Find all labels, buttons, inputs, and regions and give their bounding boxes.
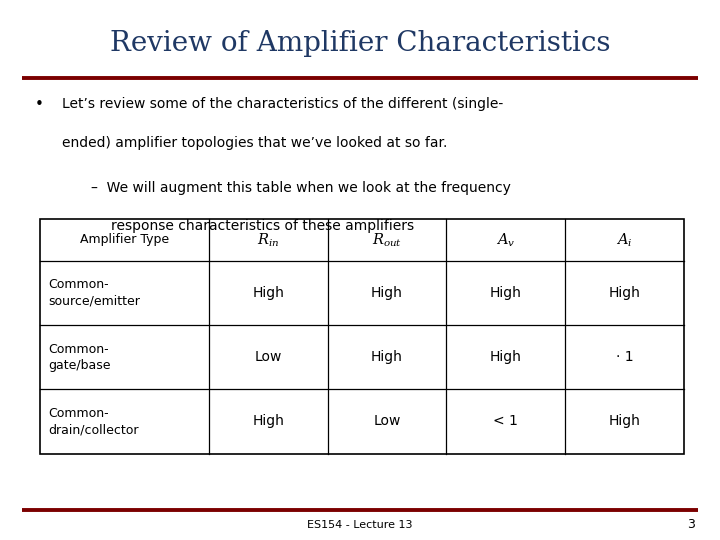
Text: High: High	[371, 286, 403, 300]
Text: Amplifier Type: Amplifier Type	[80, 233, 168, 246]
Text: < 1: < 1	[493, 415, 518, 429]
Text: $A_{i}$: $A_{i}$	[616, 231, 633, 248]
Text: High: High	[371, 350, 403, 365]
Text: $R_{out}$: $R_{out}$	[372, 231, 402, 248]
Text: Let’s review some of the characteristics of the different (single-: Let’s review some of the characteristics…	[62, 97, 503, 111]
Text: response characteristics of these amplifiers: response characteristics of these amplif…	[111, 219, 414, 233]
Text: Review of Amplifier Characteristics: Review of Amplifier Characteristics	[109, 30, 611, 57]
Text: High: High	[608, 415, 641, 429]
Text: Common-
gate/base: Common- gate/base	[48, 342, 111, 372]
Text: Low: Low	[254, 350, 282, 365]
Text: ended) amplifier topologies that we’ve looked at so far.: ended) amplifier topologies that we’ve l…	[62, 136, 447, 150]
Bar	[40, 219, 684, 454]
Text: High: High	[490, 286, 522, 300]
Text: Low: Low	[373, 415, 401, 429]
Text: $R_{in}$: $R_{in}$	[257, 231, 279, 248]
Text: 3: 3	[687, 518, 695, 531]
Text: •: •	[35, 97, 43, 112]
Text: Common-
drain/collector: Common- drain/collector	[48, 407, 139, 436]
Text: $A_{v}$: $A_{v}$	[496, 231, 516, 248]
Text: High: High	[252, 286, 284, 300]
Text: High: High	[490, 350, 522, 365]
Text: High: High	[252, 415, 284, 429]
Text: Common-
source/emitter: Common- source/emitter	[48, 278, 140, 308]
Text: ES154 - Lecture 13: ES154 - Lecture 13	[307, 520, 413, 530]
Text: · 1: · 1	[616, 350, 634, 365]
Text: –  We will augment this table when we look at the frequency: – We will augment this table when we loo…	[91, 181, 510, 195]
Text: High: High	[608, 286, 641, 300]
